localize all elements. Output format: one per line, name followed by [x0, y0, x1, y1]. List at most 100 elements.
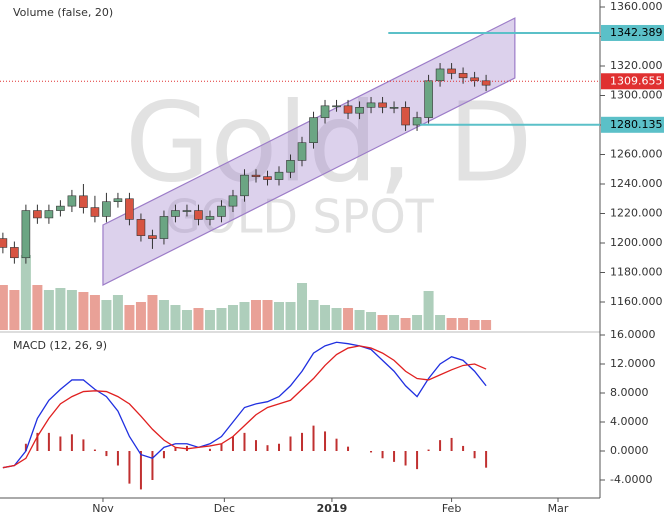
- y-tick-label: 1200.000: [610, 236, 663, 249]
- candle-body: [205, 216, 215, 220]
- volume-bar: [43, 290, 54, 330]
- y-tick-label: 12.0000: [610, 357, 656, 370]
- level-tag: [601, 24, 664, 41]
- volume-bar: [0, 285, 8, 330]
- histogram-bar: [393, 451, 396, 462]
- histogram-bar: [381, 451, 384, 459]
- panel-label: Volume (false, 20): [13, 6, 113, 19]
- histogram-bar: [404, 451, 407, 466]
- candle-body: [297, 142, 307, 161]
- histogram-bar: [70, 434, 73, 451]
- histogram-bar: [301, 432, 304, 451]
- y-tick-label: 1160.000: [610, 295, 663, 308]
- last-price-tag: [601, 73, 664, 90]
- watermark: Gold, D: [125, 78, 533, 206]
- candle-body: [274, 171, 284, 180]
- candle-body: [240, 174, 249, 197]
- candle-body: [447, 68, 456, 74]
- x-tick-label: Mar: [548, 502, 569, 515]
- volume-bar: [354, 310, 365, 330]
- macd-line: [2, 341, 487, 469]
- histogram-bar: [427, 449, 430, 451]
- volume-bar: [308, 300, 319, 330]
- candle-body: [389, 107, 399, 109]
- candle-body: [44, 210, 54, 219]
- candle-body: [67, 195, 77, 207]
- histogram-bar: [485, 451, 488, 468]
- candle-body: [171, 210, 180, 217]
- candle-body: [102, 201, 111, 217]
- last-price-label: 1309.655: [610, 74, 663, 87]
- candle-body: [79, 195, 88, 208]
- volume-bar: [469, 320, 480, 330]
- volume-bar: [412, 315, 423, 330]
- volume-bar: [112, 295, 123, 330]
- level-label: 1280.135: [610, 118, 663, 131]
- volume-bar: [250, 300, 261, 330]
- histogram-bar: [278, 443, 281, 451]
- volume-bar: [20, 255, 31, 330]
- candle-body: [343, 105, 353, 114]
- candle-body: [33, 210, 42, 219]
- volume-bar: [170, 305, 181, 330]
- volume-bar: [389, 315, 400, 330]
- y-tick-label: 1300.000: [610, 89, 663, 102]
- volume-bar: [262, 300, 273, 330]
- histogram-bar: [439, 440, 442, 451]
- y-tick-label: 1360.000: [610, 0, 663, 13]
- volume-bar: [181, 310, 192, 330]
- y-tick-label: 1260.000: [610, 148, 663, 161]
- volume-bar: [55, 288, 66, 330]
- volume-bar: [331, 308, 342, 330]
- volume-bar: [216, 308, 227, 330]
- volume-bar: [274, 302, 285, 330]
- candle-body: [251, 174, 261, 177]
- histogram-bar: [289, 436, 292, 451]
- histogram-bar: [243, 432, 246, 451]
- volume-bar: [297, 283, 308, 330]
- candle-body: [263, 176, 272, 180]
- histogram-bar: [208, 448, 211, 451]
- volume-bar: [124, 305, 135, 330]
- histogram-bar: [59, 436, 62, 451]
- candle-body: [481, 80, 491, 86]
- histogram-bar: [139, 451, 142, 490]
- candle-body: [136, 219, 146, 236]
- volume-bar: [435, 315, 446, 330]
- histogram-bar: [231, 436, 234, 451]
- volume-bar: [158, 300, 169, 330]
- candle-body: [320, 105, 330, 118]
- y-tick-label: -4.0000: [610, 473, 652, 486]
- volume-bar: [101, 300, 112, 330]
- x-tick-label: 2019: [317, 502, 348, 515]
- volume-bar: [135, 302, 146, 330]
- y-tick-label: 1220.000: [610, 207, 663, 220]
- candle-body: [228, 195, 238, 207]
- candle-body: [182, 210, 192, 212]
- x-tick-label: Dec: [214, 502, 235, 515]
- histogram-bar: [82, 439, 85, 451]
- candle-body: [470, 77, 479, 82]
- macd-panel: [2, 341, 488, 490]
- y-tick-label: 8.0000: [610, 386, 649, 399]
- volume-bar: [89, 295, 100, 330]
- level-tag: [601, 116, 664, 133]
- volume-bar: [366, 312, 377, 330]
- candle-body: [424, 80, 433, 118]
- candle-body: [355, 107, 364, 114]
- volume-bar: [9, 290, 20, 330]
- histogram-bar: [416, 451, 419, 470]
- candle-body: [21, 210, 31, 259]
- candle-body: [286, 160, 295, 173]
- histogram-bar: [47, 432, 50, 451]
- volume-bar: [147, 295, 158, 330]
- x-tick-label: Feb: [442, 502, 461, 515]
- candle-body: [125, 198, 134, 220]
- candle-body: [90, 207, 100, 217]
- histogram-bar: [335, 438, 338, 451]
- histogram-bar: [24, 443, 27, 451]
- volume-bar: [66, 290, 77, 330]
